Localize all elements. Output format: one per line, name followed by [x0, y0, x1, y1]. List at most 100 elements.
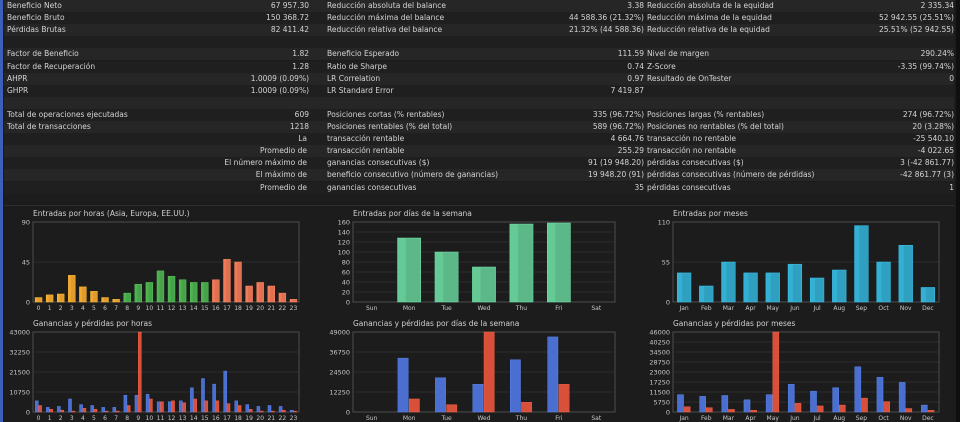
y-tick-label: 0	[26, 299, 30, 307]
x-tick-label: Feb	[701, 415, 712, 422]
bar	[49, 409, 53, 413]
y-tick-label: 0	[666, 299, 670, 307]
chart-title: Ganancias y pérdidas por horas	[33, 319, 152, 328]
bar	[267, 405, 272, 413]
y-tick-label: 120	[338, 239, 350, 247]
stats-row: Pérdidas Brutas 82 411.42 Reducción relati…	[4, 24, 954, 37]
left-accent-bar	[0, 0, 3, 422]
bar	[728, 409, 735, 413]
scrollbar-track[interactable]	[956, 0, 960, 422]
x-tick-label: Dec	[922, 415, 934, 422]
x-tick-label: 10	[146, 415, 154, 422]
bar-highlight	[677, 272, 683, 302]
bar-highlight	[79, 286, 82, 302]
bar	[248, 409, 253, 413]
bar	[905, 408, 913, 413]
x-tick-label: Jul	[812, 305, 821, 312]
stats-cell-l1: Factor de Beneficio	[7, 49, 79, 59]
y-tick-label: 11500	[649, 389, 670, 397]
stats-cell-l2: transacción rentable	[327, 134, 405, 144]
stats-cell-l1: AHPR	[7, 73, 28, 83]
x-tick-label: Tue	[440, 305, 452, 312]
x-tick-label: Sep	[856, 305, 868, 312]
bar-highlight	[876, 262, 882, 302]
bar	[883, 401, 890, 413]
stats-cell-l2: ganancias consecutivas	[327, 182, 417, 192]
x-tick-label: Fri	[555, 305, 562, 312]
bar	[521, 402, 532, 413]
chart-title: Ganancias y pérdidas por días de la sema…	[353, 319, 520, 328]
x-tick-label: Mon	[403, 305, 416, 312]
stats-cell-v3: 274 (96.72%)	[902, 109, 954, 119]
bar	[193, 398, 197, 413]
bar-highlight	[256, 282, 260, 302]
bar	[547, 336, 559, 413]
y-tick-label: 0	[26, 409, 30, 417]
bar	[190, 387, 194, 413]
y-tick-label: 0	[666, 409, 670, 417]
stats-cell-l2: beneficio consecutivo (número de gananci…	[327, 170, 499, 180]
y-tick-label: 45	[22, 259, 30, 267]
bar	[171, 400, 175, 413]
x-tick-label: Jun	[789, 415, 800, 422]
x-tick-label: Jan	[678, 305, 688, 312]
x-tick-label: 8	[125, 415, 129, 422]
x-tick-label: 2	[59, 305, 63, 312]
y-tick-label: 160	[338, 219, 350, 227]
stats-cell-v3: -4 022.65	[917, 146, 954, 156]
x-tick-label: 21	[267, 415, 275, 422]
bar	[46, 407, 50, 413]
bar	[112, 407, 117, 413]
stats-cell-l3: pérdidas consecutivas (número de pérdida…	[647, 170, 815, 180]
stats-cell-r1: El número máximo de	[224, 158, 307, 168]
stats-cell-v1: 1.0009 (0.09%)	[250, 73, 309, 83]
bar-highlight	[547, 223, 556, 302]
bar-highlight	[743, 272, 749, 302]
y-tick-label: 34500	[649, 349, 670, 357]
chart-2: Entradas por meses 0 55 110 Jan Feb Mar Apr May J…	[645, 208, 945, 312]
stats-row: Total de operaciones ejecutadas 609 Posici…	[4, 108, 954, 121]
y-tick-label: 80	[342, 259, 350, 267]
chart-svg: 0 5750 11500 17250 23000 28750 34500 40250 46000…	[649, 329, 940, 422]
chart-3: Ganancias y pérdidas por horas 0 10750 2150…	[5, 318, 305, 422]
x-tick-label: 6	[103, 415, 107, 422]
stats-cell-v2: 3.38	[627, 1, 644, 10]
stats-cell-l2: Posiciones cortas (% rentables)	[327, 109, 445, 119]
x-tick-label: Wed	[477, 415, 490, 422]
stats-cell-v2: 255.29	[617, 146, 644, 156]
stats-cell-v1: 1.82	[292, 49, 309, 59]
x-tick-label: 9	[136, 305, 140, 312]
bar	[90, 405, 94, 413]
stats-cell-l2: transacción rentable	[327, 146, 405, 156]
x-tick-label: Aug	[833, 415, 845, 422]
x-tick-label: 20	[256, 305, 264, 312]
stats-cell-l2: LR Standard Error	[327, 85, 394, 95]
bar	[483, 331, 495, 413]
bar	[765, 394, 773, 413]
x-tick-label: Dec	[922, 305, 934, 312]
stats-cell-l1: Total de operaciones ejecutadas	[7, 109, 128, 119]
x-tick-label: 16	[212, 305, 220, 312]
x-tick-label: 0	[37, 305, 41, 312]
x-tick-label: Oct	[878, 305, 889, 312]
stats-cell-v2: 589 (96.72%)	[592, 122, 644, 131]
bar-highlight	[397, 238, 406, 302]
stats-row: El número máximo de ganancias consecutiva…	[4, 157, 954, 170]
bar-highlight	[112, 299, 116, 302]
x-tick-label: Fri	[555, 415, 562, 422]
x-tick-label: 22	[279, 305, 287, 312]
stats-cell-r1: El máximo de	[255, 170, 307, 180]
x-tick-label: 17	[223, 415, 231, 422]
x-tick-label: 7	[114, 305, 118, 312]
x-tick-label: 3	[70, 305, 74, 312]
bar	[706, 407, 713, 413]
bar	[204, 400, 209, 413]
stats-cell-l3: Reducción absoluta de la equidad	[647, 1, 774, 10]
bar	[237, 405, 242, 413]
bar	[160, 401, 164, 413]
y-tick-label: 100	[338, 249, 350, 257]
bar	[82, 408, 87, 413]
stats-cell-l2: Posiciones rentables (% del total)	[327, 122, 453, 131]
bar	[123, 395, 128, 413]
